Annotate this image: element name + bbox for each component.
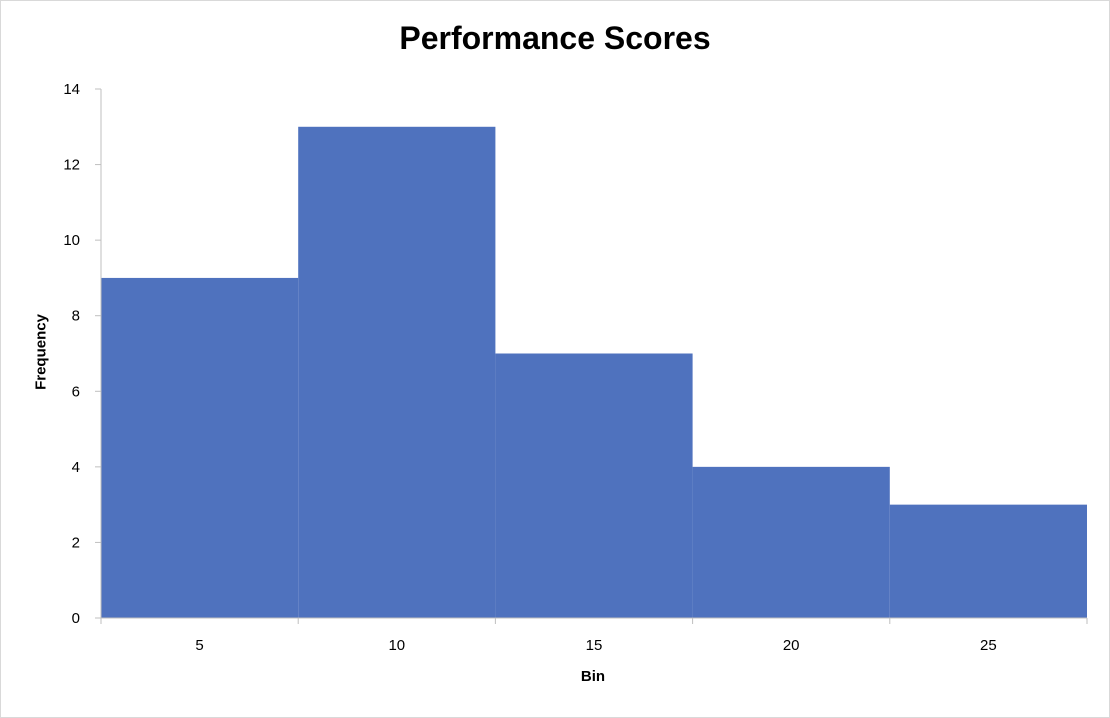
histogram-bar bbox=[495, 353, 693, 618]
y-tick-label: 8 bbox=[72, 308, 80, 325]
x-tick-label: 25 bbox=[980, 637, 997, 654]
x-tick-label: 10 bbox=[388, 637, 405, 654]
y-tick-label: 12 bbox=[63, 157, 80, 174]
y-tick-label: 0 bbox=[72, 610, 80, 627]
chart-title: Performance Scores bbox=[399, 20, 711, 56]
x-tick-label: 20 bbox=[783, 637, 800, 654]
x-tick-label: 5 bbox=[195, 637, 203, 654]
y-tick-label: 2 bbox=[72, 534, 80, 551]
histogram-bar bbox=[692, 466, 890, 618]
y-tick-label: 6 bbox=[72, 383, 80, 400]
y-tick-label: 10 bbox=[63, 232, 80, 249]
histogram-bar bbox=[101, 277, 299, 618]
x-tick-label: 15 bbox=[586, 637, 603, 654]
x-axis-label: Bin bbox=[580, 668, 606, 685]
y-tick-label: 4 bbox=[72, 459, 80, 476]
histogram-bar bbox=[298, 126, 496, 619]
y-tick-label: 14 bbox=[63, 81, 80, 98]
histogram-bar bbox=[889, 504, 1087, 618]
